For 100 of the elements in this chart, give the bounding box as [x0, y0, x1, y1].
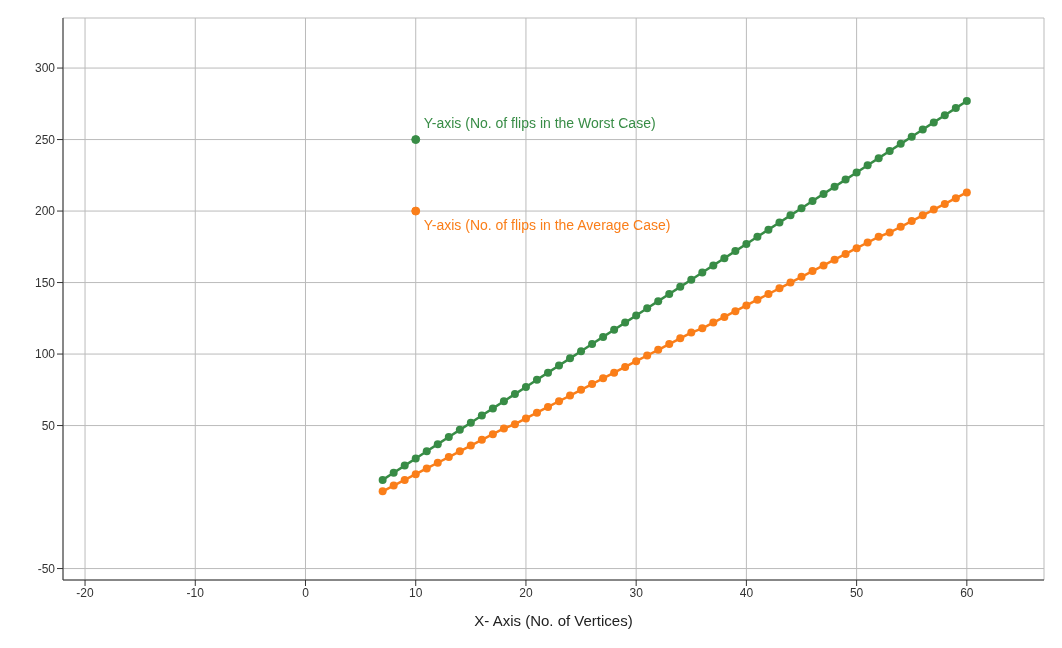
point	[532, 375, 541, 384]
point	[709, 318, 718, 327]
x-tick-label: 20	[519, 585, 533, 600]
point	[676, 334, 685, 343]
point	[731, 247, 740, 256]
point	[742, 301, 751, 310]
point	[610, 325, 619, 334]
point	[775, 218, 784, 227]
point	[433, 458, 442, 467]
x-axis-title: X- Axis (No. of Vertices)	[474, 612, 633, 629]
y-tick-label: 150	[34, 275, 56, 290]
point	[400, 461, 409, 470]
point	[951, 104, 960, 113]
x-tick-label: -10	[186, 585, 205, 600]
point	[621, 362, 630, 371]
point	[874, 154, 883, 163]
point	[830, 182, 839, 191]
point	[555, 361, 564, 370]
point	[786, 211, 795, 220]
point	[797, 204, 806, 213]
point	[477, 411, 486, 420]
point	[929, 205, 938, 214]
point	[918, 211, 927, 220]
point	[720, 254, 729, 263]
point	[896, 139, 905, 148]
point	[422, 464, 431, 473]
point	[753, 295, 762, 304]
point	[786, 278, 795, 287]
point	[389, 468, 398, 477]
point	[378, 475, 387, 484]
point	[433, 440, 442, 449]
point	[521, 382, 530, 391]
x-tick-label: 50	[849, 585, 864, 600]
point	[577, 385, 586, 394]
point	[444, 433, 453, 441]
point	[940, 199, 949, 208]
point	[841, 175, 850, 184]
point	[951, 194, 960, 203]
point	[819, 261, 828, 270]
point	[643, 351, 652, 360]
point	[599, 374, 608, 383]
point	[466, 418, 475, 427]
point	[863, 161, 872, 170]
y-tick-label: 100	[34, 347, 56, 362]
point	[654, 345, 663, 354]
point	[962, 188, 971, 197]
x-tick-label: 0	[302, 585, 310, 600]
point	[841, 249, 850, 258]
point	[676, 282, 685, 291]
point	[907, 217, 916, 226]
point	[918, 125, 927, 134]
point	[687, 275, 696, 284]
y-tick-label: 300	[34, 61, 56, 76]
x-tick-label: 40	[739, 585, 754, 600]
point	[665, 290, 674, 298]
point	[488, 404, 497, 413]
point	[885, 228, 894, 237]
point	[455, 447, 464, 456]
point	[687, 328, 696, 337]
point	[588, 340, 597, 349]
point	[764, 225, 773, 234]
point	[555, 397, 564, 406]
point	[654, 297, 663, 306]
point	[411, 454, 420, 463]
point	[599, 332, 608, 341]
point	[764, 290, 773, 298]
point	[389, 481, 398, 490]
point	[566, 354, 575, 363]
point	[610, 368, 619, 377]
point	[632, 357, 641, 366]
point	[852, 168, 861, 177]
annotation: Y-axis (No. of flips in the Worst Case)	[423, 114, 656, 131]
point	[929, 118, 938, 127]
point	[455, 425, 464, 434]
point	[510, 390, 519, 399]
point	[577, 347, 586, 356]
point	[940, 111, 949, 120]
point	[521, 414, 530, 423]
point	[621, 318, 630, 327]
point	[665, 340, 674, 349]
point	[499, 397, 508, 406]
point	[543, 368, 552, 377]
point	[720, 312, 729, 321]
point	[566, 391, 575, 400]
point	[543, 402, 552, 411]
point	[698, 324, 707, 333]
point	[808, 267, 817, 276]
point	[411, 470, 420, 479]
point	[488, 430, 497, 439]
point	[775, 284, 784, 293]
x-tick-label: 30	[629, 585, 644, 600]
x-tick-label: 60	[960, 585, 974, 600]
x-tick-label: 10	[409, 585, 423, 600]
point	[698, 268, 707, 277]
point	[852, 244, 861, 253]
point	[962, 96, 971, 105]
annotation: Y-axis (No. of flips in the Average Case)	[423, 217, 671, 234]
point	[874, 232, 883, 241]
y-tick-label: 200	[34, 204, 56, 219]
point	[532, 408, 541, 417]
